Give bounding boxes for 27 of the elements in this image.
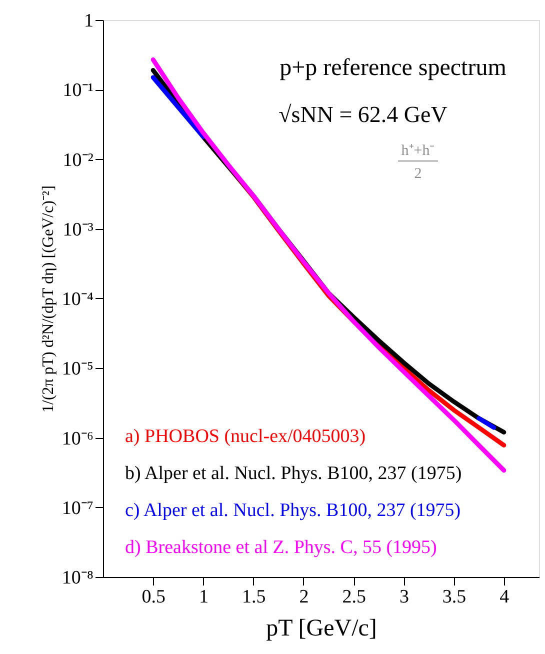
y-tick-label: 10⁻² — [62, 150, 94, 171]
x-tick-label: 3 — [399, 586, 409, 608]
text: p+p reference spectrum — [280, 55, 507, 81]
x-tick-label: 3.5 — [442, 586, 466, 608]
annotation: 2 — [414, 166, 422, 182]
y-tick-label: 10⁻⁸ — [62, 568, 94, 588]
y-tick-label: 10⁻¹ — [62, 80, 94, 102]
x-tick-label: 0.5 — [142, 586, 166, 608]
x-tick-label: 2 — [299, 586, 309, 608]
x-axis-title: pT [GeV/c] — [266, 616, 377, 642]
x-tick-label: 1.5 — [242, 586, 266, 608]
x-tick-label: 1 — [198, 586, 208, 608]
y-tick-label: 10⁻⁵ — [62, 358, 94, 380]
y-tick-label: 1 — [84, 10, 94, 32]
text: d) Breakstone et al Z. Phys. C, 55 (1995) — [125, 537, 437, 558]
text: a) PHOBOS (nucl-ex/0405003) — [125, 426, 366, 447]
text: √sNN = 62.4 GeV — [278, 102, 448, 127]
text: b) Alper et al. Nucl. Phys. B100, 237 (1975) — [125, 463, 462, 484]
text: c) Alper et al. Nucl. Phys. B100, 237 (1975) — [125, 500, 461, 521]
y-tick-label: 10⁻³ — [62, 219, 94, 240]
y-axis-title: 1/(2π pT) d²N/(dpT dη) [(GeV/c)⁻²] — [40, 185, 57, 413]
x-tick-label: 2.5 — [342, 586, 366, 608]
y-tick-label: 10⁻⁶ — [62, 428, 94, 450]
x-tick-label: 4 — [500, 586, 510, 608]
y-tick-label: 10⁻⁷ — [62, 498, 94, 519]
annotation: h⁺+h⁻ — [401, 143, 435, 159]
y-tick-label: 10⁻⁴ — [62, 289, 94, 310]
